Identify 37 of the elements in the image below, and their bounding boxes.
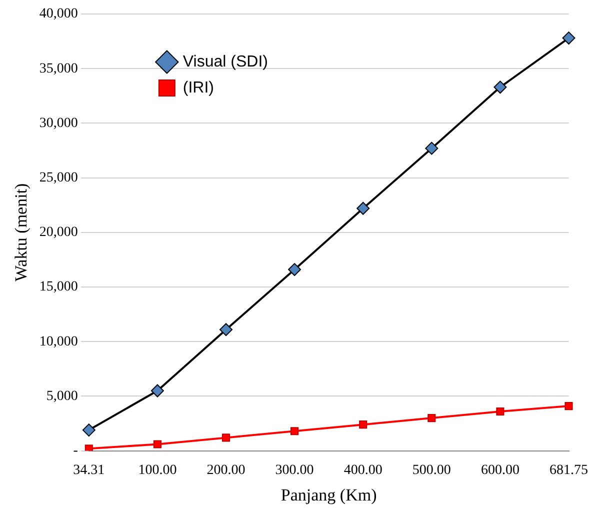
- y-axis-title: Waktu (menit): [12, 183, 31, 282]
- x-tick-label: 681.75: [550, 462, 588, 478]
- y-tick-label: 5,000: [46, 388, 78, 404]
- x-axis-title: Panjang (Km): [280, 485, 377, 504]
- x-tick-label: 200.00: [206, 462, 246, 478]
- y-tick-label: 40,000: [39, 6, 78, 22]
- point: [562, 32, 576, 45]
- x-tick-label: 100.00: [138, 462, 177, 478]
- x-tick-label: 34.31: [73, 462, 105, 478]
- x-tick-label: 500.00: [412, 462, 451, 478]
- point: [290, 427, 299, 436]
- point: [84, 444, 93, 451]
- y-tick-label: 15,000: [39, 280, 78, 295]
- point: [82, 424, 96, 437]
- x-tick-label: 300.00: [275, 462, 314, 478]
- point: [425, 142, 438, 155]
- point: [220, 323, 232, 336]
- point: [222, 434, 230, 442]
- point: [494, 80, 507, 94]
- x-tick-label: 400.00: [344, 462, 382, 478]
- point: [153, 440, 162, 448]
- legend-label: (IRI): [182, 79, 214, 96]
- point: [359, 420, 368, 429]
- y-tick-label: 30,000: [39, 116, 78, 131]
- legend-label: Visual (SDI): [182, 53, 268, 70]
- point: [150, 384, 164, 398]
- point: [496, 407, 504, 416]
- point: [428, 414, 436, 422]
- y-tick-label: -: [73, 443, 78, 458]
- point: [356, 202, 370, 215]
- y-tick-label: 10,000: [39, 334, 78, 350]
- y-tick-label: 25,000: [39, 170, 78, 186]
- point: [288, 263, 302, 276]
- y-tick-label: 20,000: [39, 225, 78, 240]
- point: [564, 402, 573, 410]
- y-tick-label: 35,000: [39, 61, 78, 76]
- x-tick-label: 600.00: [480, 462, 520, 478]
